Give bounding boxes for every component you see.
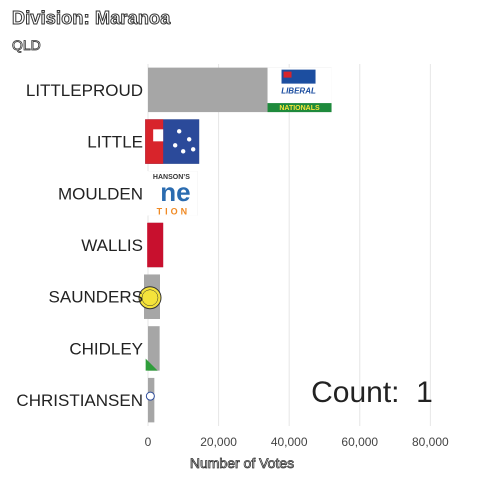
logo-background xyxy=(145,171,198,216)
greens-logo xyxy=(145,358,158,371)
category-label: CHRISTIANSEN xyxy=(16,391,143,410)
gridlines xyxy=(147,64,431,426)
x-tick-labels: 0 20,000 40,000 60,000 80,000 xyxy=(145,435,449,449)
logo-wordmark-top: HANSON’S xyxy=(153,174,190,181)
logo-star xyxy=(186,137,192,142)
logo-red-panel xyxy=(145,119,164,164)
category-labels: LITTLEPROUD LITTLE MOULDEN WALLIS SAUNDERS CH… xyxy=(16,81,143,410)
x-tick-label: 20,000 xyxy=(200,435,237,449)
logo-leaf xyxy=(145,358,158,371)
logo-band xyxy=(267,103,332,113)
x-tick-label: 80,000 xyxy=(412,435,449,449)
logo-white-notch xyxy=(153,129,164,142)
x-axis-title: Number of Votes xyxy=(190,455,294,471)
logo-background xyxy=(147,222,164,268)
logo-star xyxy=(176,129,182,134)
category-label: MOULDEN xyxy=(58,184,143,203)
category-label: SAUNDERS xyxy=(49,288,143,307)
logo-wordmark-liberal: LIBERAL xyxy=(281,87,316,96)
uap-logo xyxy=(138,274,162,319)
x-tick-label: 60,000 xyxy=(341,435,378,449)
chart-subtitle: QLD xyxy=(12,37,42,54)
x-tick-label: 0 xyxy=(145,435,152,449)
logo-star xyxy=(190,147,196,152)
other-logo xyxy=(145,391,155,401)
logo-star xyxy=(172,143,178,148)
category-label: LITTLE xyxy=(87,133,143,152)
x-tick-label: 40,000 xyxy=(271,435,308,449)
count-annotation: Count: 1 xyxy=(311,376,433,409)
logo-emblem xyxy=(145,391,155,401)
logo-wordmark-main: ne xyxy=(160,177,190,207)
katter-logo xyxy=(147,222,164,268)
category-label: LITTLEPROUD xyxy=(26,81,143,100)
alp-australia-logo xyxy=(145,119,200,164)
logo-star xyxy=(180,149,186,154)
logo-ring xyxy=(141,289,159,306)
logo-wordmark-nationals: NATIONALS xyxy=(279,105,320,112)
logo-wordmark-bottom: TION xyxy=(157,207,191,217)
category-label: CHIDLEY xyxy=(69,339,143,358)
bar xyxy=(148,326,160,371)
logo-flag xyxy=(283,71,292,78)
category-label: WALLIS xyxy=(81,236,143,255)
liberal-nationals-logo: LIBERAL NATIONALS xyxy=(267,67,332,113)
chart-title: Division: Maranoa xyxy=(11,8,171,29)
